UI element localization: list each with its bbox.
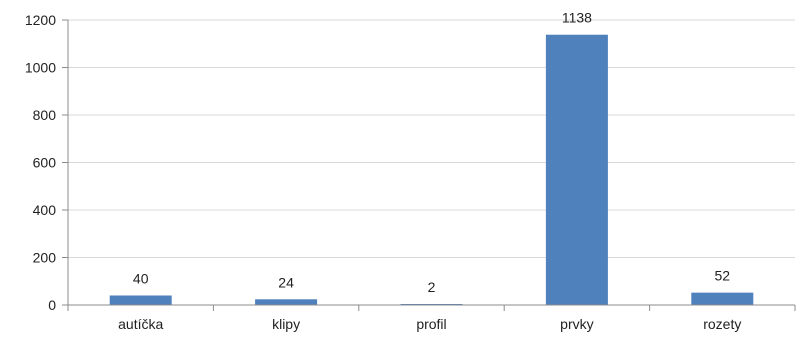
bar-klipy xyxy=(255,299,318,305)
data-label: 24 xyxy=(278,274,294,290)
bar-autíčka xyxy=(109,295,172,305)
bar-prvky xyxy=(545,34,608,305)
y-tick-label: 0 xyxy=(48,297,56,313)
data-label: 52 xyxy=(715,268,731,284)
x-tick-label: klipy xyxy=(272,316,300,332)
x-tick-label: prvky xyxy=(560,316,593,332)
bar-rozety xyxy=(691,292,754,305)
y-tick-label: 200 xyxy=(33,250,57,266)
y-tick-label: 1000 xyxy=(25,60,56,76)
y-tick-label: 600 xyxy=(33,155,57,171)
data-label: 1138 xyxy=(562,10,592,26)
y-tick-label: 1200 xyxy=(25,12,56,28)
y-tick-label: 800 xyxy=(33,107,57,123)
axes xyxy=(62,19,796,311)
data-label: 2 xyxy=(428,279,436,295)
x-tick-label: profil xyxy=(416,316,446,332)
x-tick-label: autíčka xyxy=(118,316,163,332)
gridlines xyxy=(68,19,795,258)
x-tick-label: rozety xyxy=(703,316,741,332)
labels: 0 200 400 600 800 1000 1200 40 autíčka 24 klipy 2 pr… xyxy=(25,10,742,332)
y-tick-label: 400 xyxy=(33,202,57,218)
data-label: 40 xyxy=(133,271,149,287)
bars xyxy=(109,34,754,305)
